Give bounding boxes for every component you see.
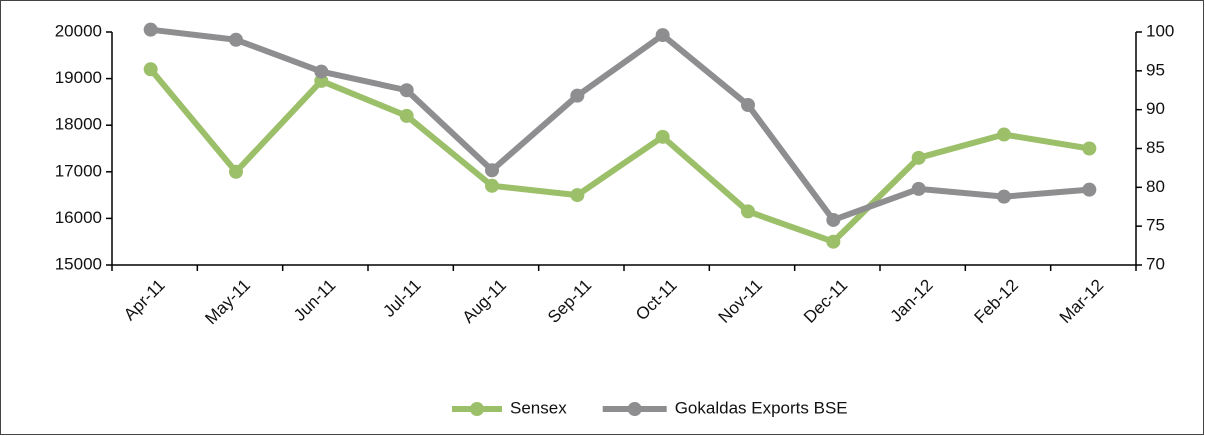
y-tick-label: 19000	[55, 68, 102, 87]
legend-marker	[470, 402, 484, 416]
y-tick-label: 17000	[55, 161, 102, 180]
data-point	[399, 83, 414, 98]
data-point	[655, 28, 670, 43]
data-point	[997, 189, 1011, 204]
data-point	[229, 164, 243, 179]
data-point	[570, 88, 585, 103]
y2-tick-label: 95	[1146, 60, 1165, 79]
data-point	[997, 127, 1011, 142]
legend-label: Sensex	[510, 398, 567, 417]
x-tick-label: Nov-11	[715, 276, 766, 327]
y2-tick-label: 90	[1146, 99, 1165, 118]
y-tick-label: 18000	[55, 115, 102, 134]
x-tick-label: Mar-12	[1056, 276, 1108, 328]
y2-tick-label: 85	[1146, 138, 1165, 157]
x-tick-label: Jan-12	[886, 276, 936, 326]
data-point	[143, 22, 158, 37]
x-tick-label: Jun-11	[290, 276, 339, 325]
data-point	[741, 204, 755, 219]
legend-label: Gokaldas Exports BSE	[675, 398, 848, 417]
x-tick-label: Apr-11	[120, 276, 169, 325]
x-tick-label: Feb-12	[970, 276, 1022, 328]
data-point	[399, 108, 414, 123]
x-tick-label: May-11	[201, 276, 254, 329]
data-point	[143, 62, 158, 77]
data-point	[1082, 141, 1097, 156]
data-point	[485, 178, 499, 193]
data-point	[911, 181, 926, 196]
data-point	[655, 129, 670, 144]
data-point	[570, 188, 585, 203]
series-line	[148, 67, 1090, 245]
legend-marker	[627, 402, 642, 416]
data-point	[229, 32, 243, 47]
y2-tick-label: 70	[1146, 254, 1165, 273]
x-tick-label: Sep-11	[544, 276, 595, 327]
y-tick-label: 16000	[55, 208, 102, 227]
x-tick-label: Aug-11	[459, 276, 510, 327]
y-tick-label: 15000	[55, 254, 102, 273]
data-point	[826, 212, 841, 227]
x-tick-label: Jul-11	[379, 276, 424, 321]
y-tick-label: 20000	[55, 21, 102, 40]
x-tick-label: Dec-11	[800, 276, 851, 327]
data-point	[741, 98, 755, 113]
data-point	[1082, 182, 1097, 197]
y2-tick-label: 80	[1146, 177, 1165, 196]
data-point	[826, 234, 841, 249]
y2-tick-label: 100	[1146, 21, 1174, 40]
data-point	[911, 150, 926, 165]
data-point	[485, 163, 499, 178]
data-point	[314, 64, 329, 79]
y2-tick-label: 75	[1146, 216, 1165, 235]
series-line	[150, 26, 1090, 223]
x-tick-label: Oct-11	[632, 276, 681, 325]
